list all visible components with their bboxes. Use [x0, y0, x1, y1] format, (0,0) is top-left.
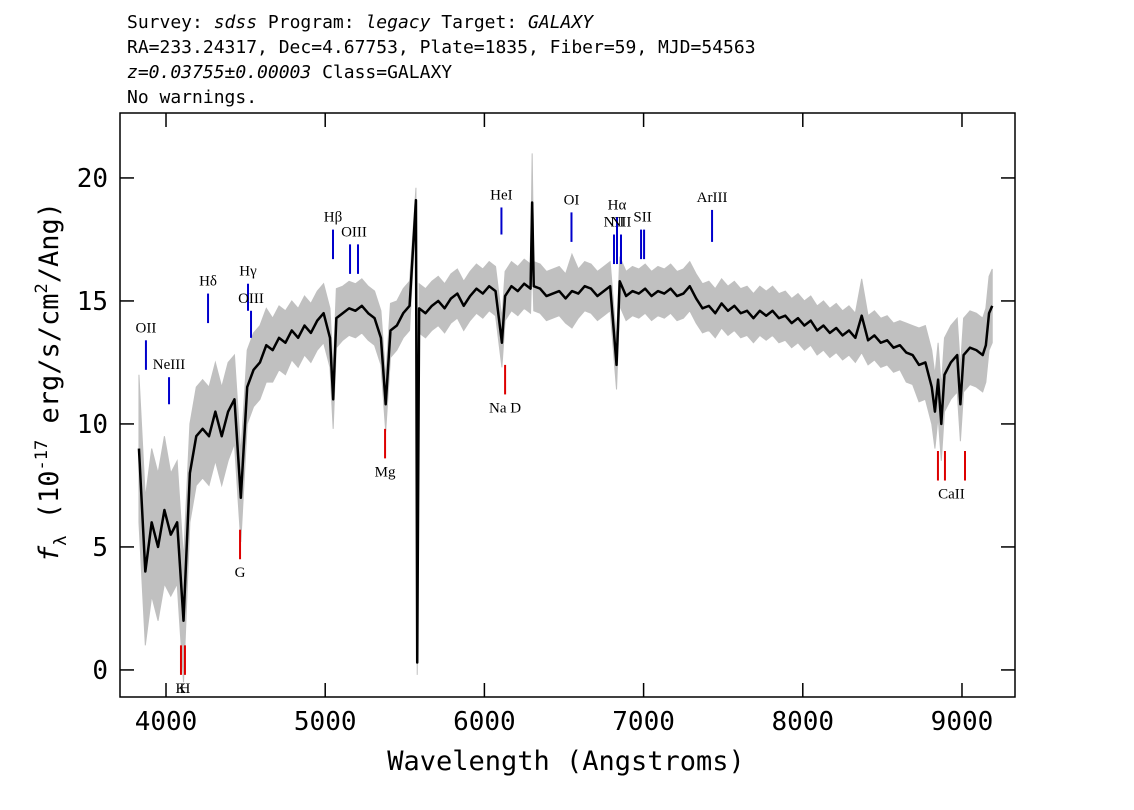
error-band	[138, 153, 993, 683]
line-label: Hβ	[324, 210, 342, 226]
title-segment: Survey:	[127, 12, 214, 33]
line-label: NII	[604, 215, 625, 231]
plot-area	[137, 153, 994, 683]
line-label: OII	[136, 320, 157, 336]
title-line: RA=233.24317, Dec=4.67753, Plate=1835, F…	[127, 37, 756, 58]
line-label: OIII	[238, 291, 264, 307]
title-segment: RA=233.24317, Dec=4.67753, Plate=1835, F…	[127, 37, 756, 58]
y-tick-label: 5	[92, 533, 108, 563]
y-label-segment: (10	[34, 471, 65, 536]
line-label: OI	[564, 192, 580, 208]
line-label: Na D	[489, 400, 521, 416]
line-label: Hδ	[199, 274, 217, 290]
x-tick-label: 4000	[135, 707, 198, 737]
title-segment: Program:	[257, 12, 365, 33]
x-tick-label: 5000	[294, 707, 357, 737]
line-label: ArIII	[697, 190, 728, 206]
y-axis-label: fλ (10-17 erg/s/cm2/Ang)	[32, 202, 71, 562]
x-tick-label: 9000	[931, 707, 994, 737]
title-segment: Target:	[430, 12, 528, 33]
spectrum-line	[137, 198, 994, 664]
plot-frame	[119, 112, 1016, 698]
y-tick-label: 10	[77, 410, 108, 440]
y-tick-label: 20	[77, 164, 108, 194]
x-tick-label: 7000	[612, 707, 675, 737]
line-label: HeI	[490, 187, 513, 203]
title-segment: No warnings.	[127, 87, 257, 108]
x-tick-label: 6000	[453, 707, 516, 737]
y-label-segment: f	[34, 545, 65, 562]
y-label-segment: /Ang)	[34, 202, 65, 283]
title-line: No warnings.	[127, 87, 257, 108]
line-label: OIII	[341, 224, 367, 240]
line-label: NeIII	[153, 357, 185, 373]
title-segment: legacy	[365, 12, 430, 33]
y-label-segment: 2	[32, 283, 52, 293]
title-line: Survey: sdss Program: legacy Target: GAL…	[127, 12, 594, 33]
line-label: G	[235, 565, 246, 581]
line-label: Hα	[608, 197, 627, 213]
line-label: SII	[633, 210, 651, 226]
line-label: Mg	[375, 464, 396, 480]
line-label: K	[176, 681, 187, 697]
line-label: NII	[611, 215, 632, 231]
title-segment: GALAXY	[528, 12, 594, 33]
y-label-segment: erg/s/cm	[34, 293, 65, 439]
title-line: z=0.03755±0.00003 Class=GALAXY	[127, 62, 452, 83]
y-tick-label: 15	[77, 287, 108, 317]
title-segment: z=0.03755±0.00003	[127, 62, 311, 83]
title-segment: Class=GALAXY	[311, 62, 452, 83]
x-tick-label: 8000	[771, 707, 834, 737]
y-label-segment: -17	[32, 440, 52, 471]
title-segment: sdss	[214, 12, 257, 33]
y-label-segment: λ	[51, 536, 71, 546]
y-tick-label: 0	[92, 656, 108, 686]
line-label: Hγ	[239, 264, 257, 280]
line-label: H	[180, 681, 191, 697]
line-label: CaII	[938, 487, 965, 503]
x-axis-label: Wavelength (Angstroms)	[387, 746, 745, 777]
